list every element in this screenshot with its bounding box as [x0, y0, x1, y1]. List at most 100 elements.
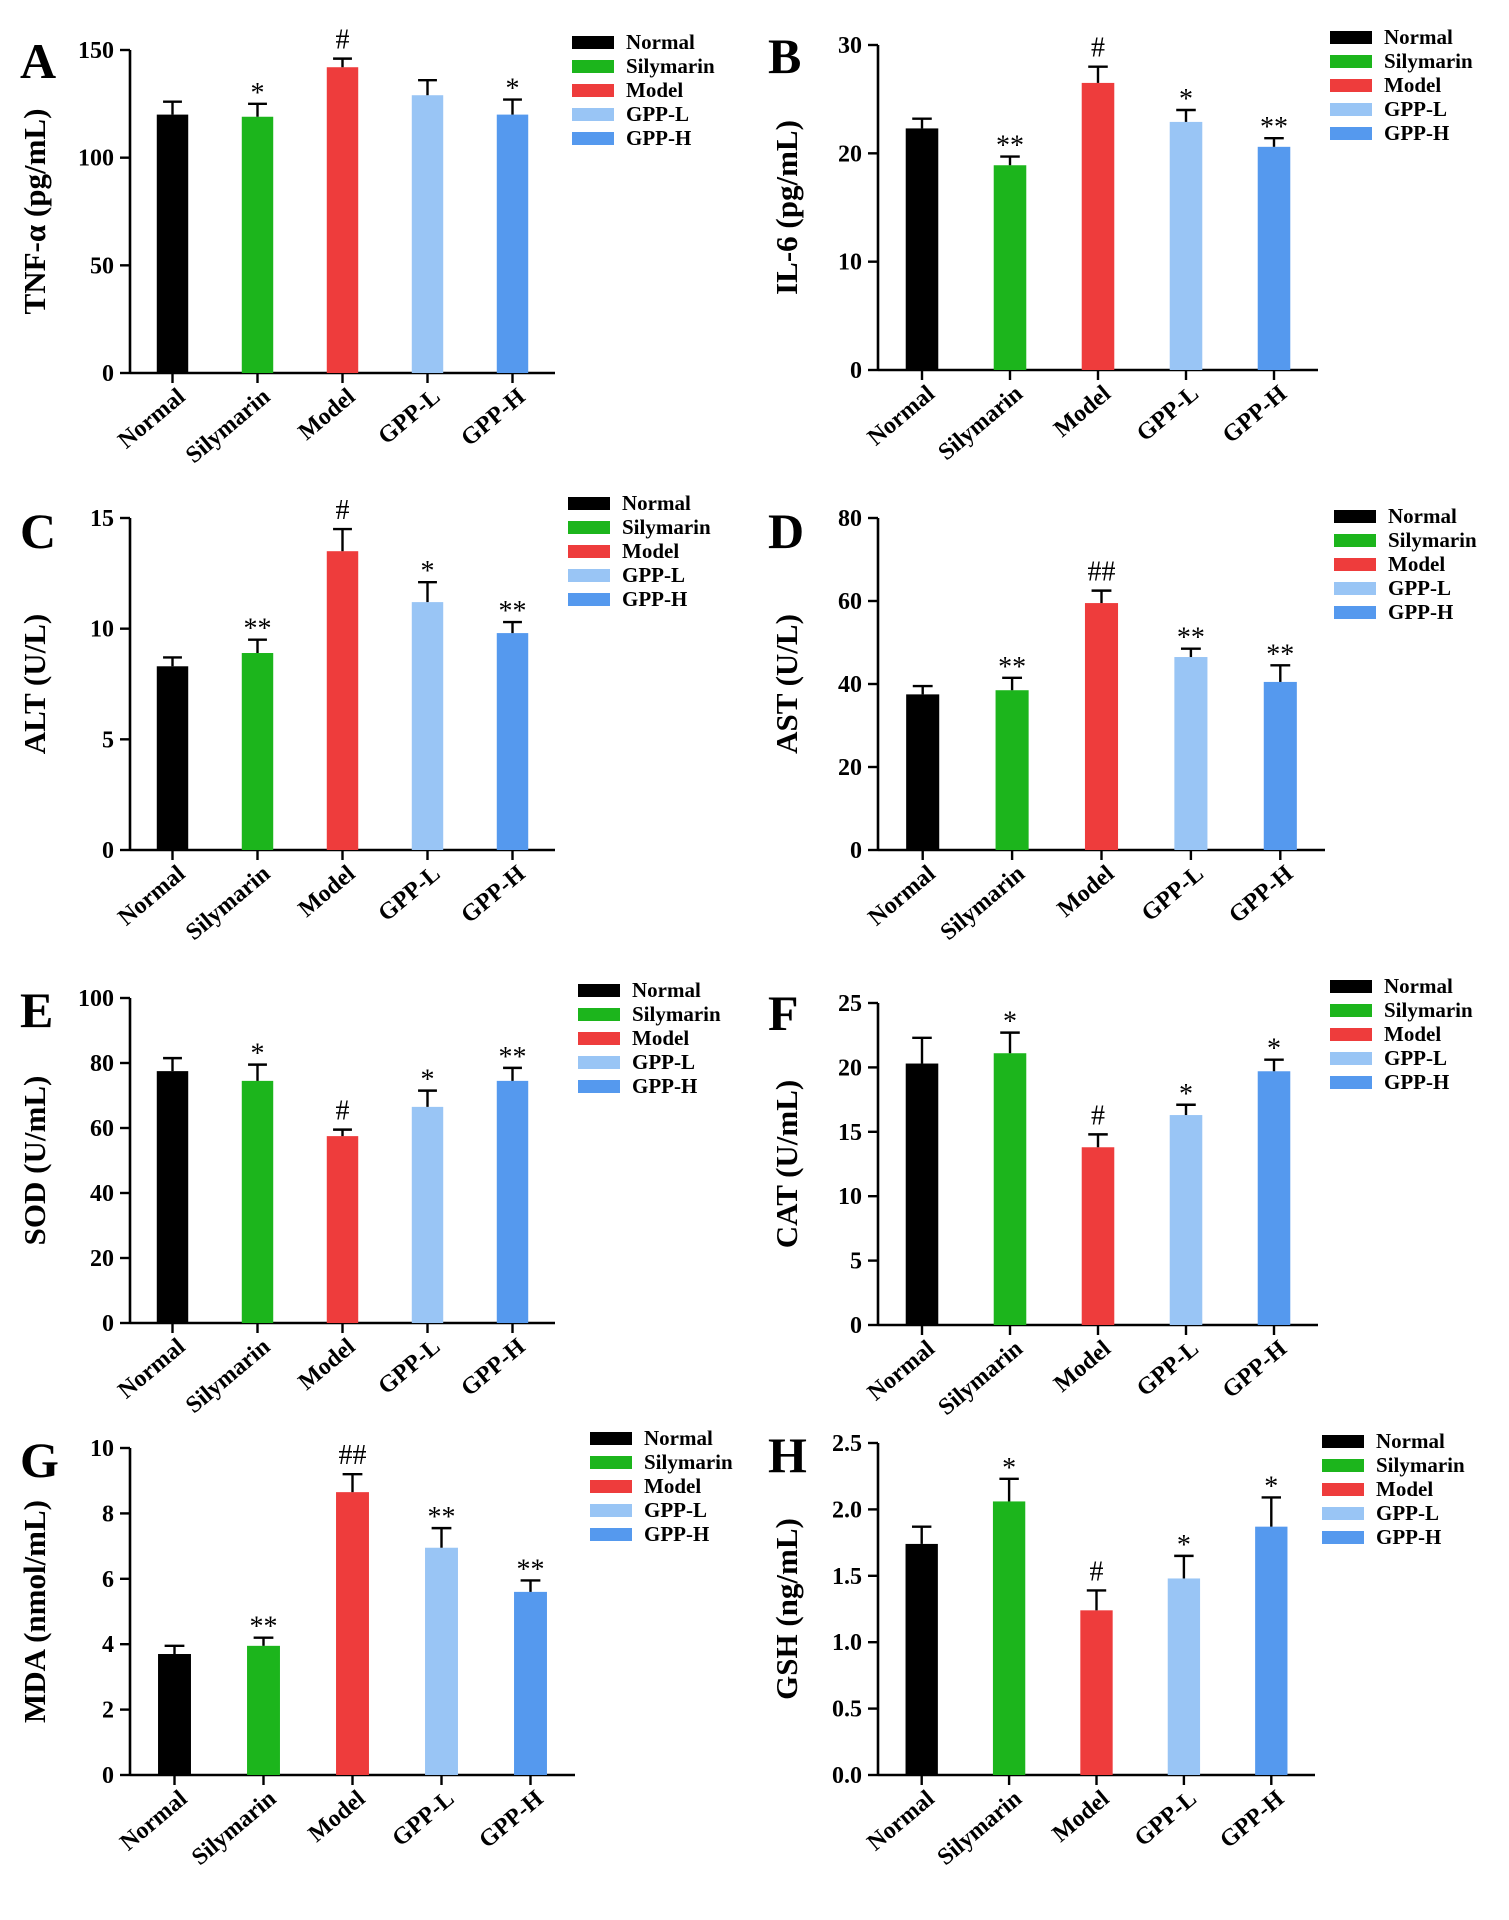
legend-swatch [1330, 1052, 1372, 1065]
legend-swatch [1322, 1483, 1364, 1496]
legend-swatch [568, 569, 610, 582]
x-category-label: Normal [863, 380, 940, 451]
x-category-label: Model [1053, 860, 1120, 922]
x-category-label: GPP-L [373, 861, 445, 927]
bar-model [336, 1492, 369, 1775]
panel-letter: F [768, 985, 799, 1041]
legend-label: Silymarin [1388, 528, 1477, 552]
legend-label: Model [626, 78, 683, 102]
bar-normal [156, 1071, 189, 1323]
panel-c: C 0 5 10 15 ALT (U/L) Normal ** Silymarin # Model *… [17, 491, 711, 946]
x-category-label: Normal [113, 1333, 190, 1404]
panel-d: D 0 20 40 60 80 AST (U/L) Normal ** Silymarin ## Mo… [768, 503, 1477, 946]
legend-label: GPP-L [1388, 576, 1451, 600]
panel-letter: G [20, 1432, 59, 1488]
y-tick-label: 40 [838, 672, 862, 698]
significance-mark: ** [250, 1612, 278, 1643]
significance-mark: * [1267, 1034, 1281, 1065]
legend-label: GPP-H [632, 1074, 697, 1098]
legend-label: Normal [626, 30, 695, 54]
legend-label: Normal [1376, 1429, 1445, 1453]
x-category-label: GPP-H [1224, 860, 1298, 928]
legend-label: Model [1384, 73, 1441, 97]
x-category-label: Silymarin [934, 1336, 1028, 1421]
x-category-label: GPP-L [373, 384, 445, 450]
bar-silymarin [993, 1053, 1027, 1325]
legend-swatch [572, 60, 614, 73]
legend-swatch [572, 36, 614, 49]
panel-e: E 0 20 40 60 80 100 SOD (U/mL) Normal * Silymarin #… [17, 978, 721, 1419]
significance-mark: * [421, 556, 435, 587]
bar-normal [905, 128, 939, 370]
y-tick-label: 5 [102, 727, 114, 753]
bar-normal [156, 666, 189, 850]
bar-gpp-l [411, 95, 444, 373]
x-category-label: GPP-L [1137, 861, 1209, 927]
x-category-label: Normal [863, 1335, 940, 1406]
bar-silymarin [993, 165, 1027, 370]
bar-silymarin [247, 1645, 280, 1775]
bar-model [1081, 1147, 1115, 1325]
y-tick-label: 50 [90, 253, 114, 279]
bar-gpp-l [425, 1547, 458, 1775]
legend-swatch [1330, 79, 1372, 92]
x-category-label: GPP-L [1132, 1336, 1204, 1402]
significance-mark: * [1264, 1471, 1278, 1502]
y-tick-label: 5 [850, 1249, 862, 1275]
significance-mark: # [1090, 1556, 1104, 1587]
bar-gpp-h [496, 633, 529, 850]
x-category-label: Model [304, 1785, 371, 1847]
x-category-label: Normal [115, 1785, 192, 1856]
legend-label: GPP-H [622, 587, 687, 611]
y-tick-label: 30 [838, 33, 862, 59]
bar-model [326, 67, 359, 373]
legend-swatch [578, 1032, 620, 1045]
legend-swatch [1322, 1507, 1364, 1520]
bar-gpp-h [1255, 1526, 1288, 1775]
legend-swatch [1330, 31, 1372, 44]
x-category-label: Silymarin [181, 384, 275, 469]
x-category-label: Silymarin [181, 1334, 275, 1419]
legend-swatch [1330, 127, 1372, 140]
x-category-label: GPP-L [387, 1786, 459, 1852]
legend-label: GPP-H [1384, 1070, 1449, 1094]
legend-label: Silymarin [626, 54, 715, 78]
y-tick-label: 0 [102, 838, 114, 864]
bar-silymarin [241, 116, 274, 374]
bar-silymarin [241, 653, 274, 850]
y-tick-label: 100 [78, 986, 114, 1012]
legend-label: Model [1384, 1022, 1441, 1046]
y-tick-label: 2.0 [832, 1497, 862, 1523]
legend-label: Model [632, 1026, 689, 1050]
legend-swatch [1330, 103, 1372, 116]
legend-swatch [590, 1456, 632, 1469]
legend-label: GPP-L [1376, 1501, 1439, 1525]
legend-label: GPP-L [1384, 97, 1447, 121]
bar-silymarin [992, 1501, 1026, 1775]
x-category-label: Normal [113, 383, 190, 454]
significance-mark: ** [244, 614, 272, 645]
significance-mark: ** [517, 1554, 545, 1585]
y-tick-label: 10 [90, 617, 114, 643]
legend-label: GPP-H [1384, 121, 1449, 145]
bar-model [1080, 1610, 1113, 1775]
x-category-label: GPP-H [456, 860, 530, 928]
legend-label: GPP-H [1388, 600, 1453, 624]
legend-swatch [1334, 606, 1376, 619]
bar-model [1084, 603, 1119, 850]
legend-swatch [568, 545, 610, 558]
y-tick-label: 60 [838, 589, 862, 615]
bar-gpp-l [411, 1106, 444, 1323]
x-category-label: Silymarin [934, 381, 1028, 466]
panel-letter: A [20, 33, 56, 89]
y-tick-label: 6 [102, 1567, 114, 1593]
significance-mark: * [251, 1039, 265, 1070]
legend-label: Normal [1384, 974, 1453, 998]
legend-label: Silymarin [1376, 1453, 1465, 1477]
x-category-label: Model [1049, 380, 1116, 442]
significance-mark: ** [1260, 112, 1288, 143]
y-tick-label: 1.0 [832, 1630, 862, 1656]
